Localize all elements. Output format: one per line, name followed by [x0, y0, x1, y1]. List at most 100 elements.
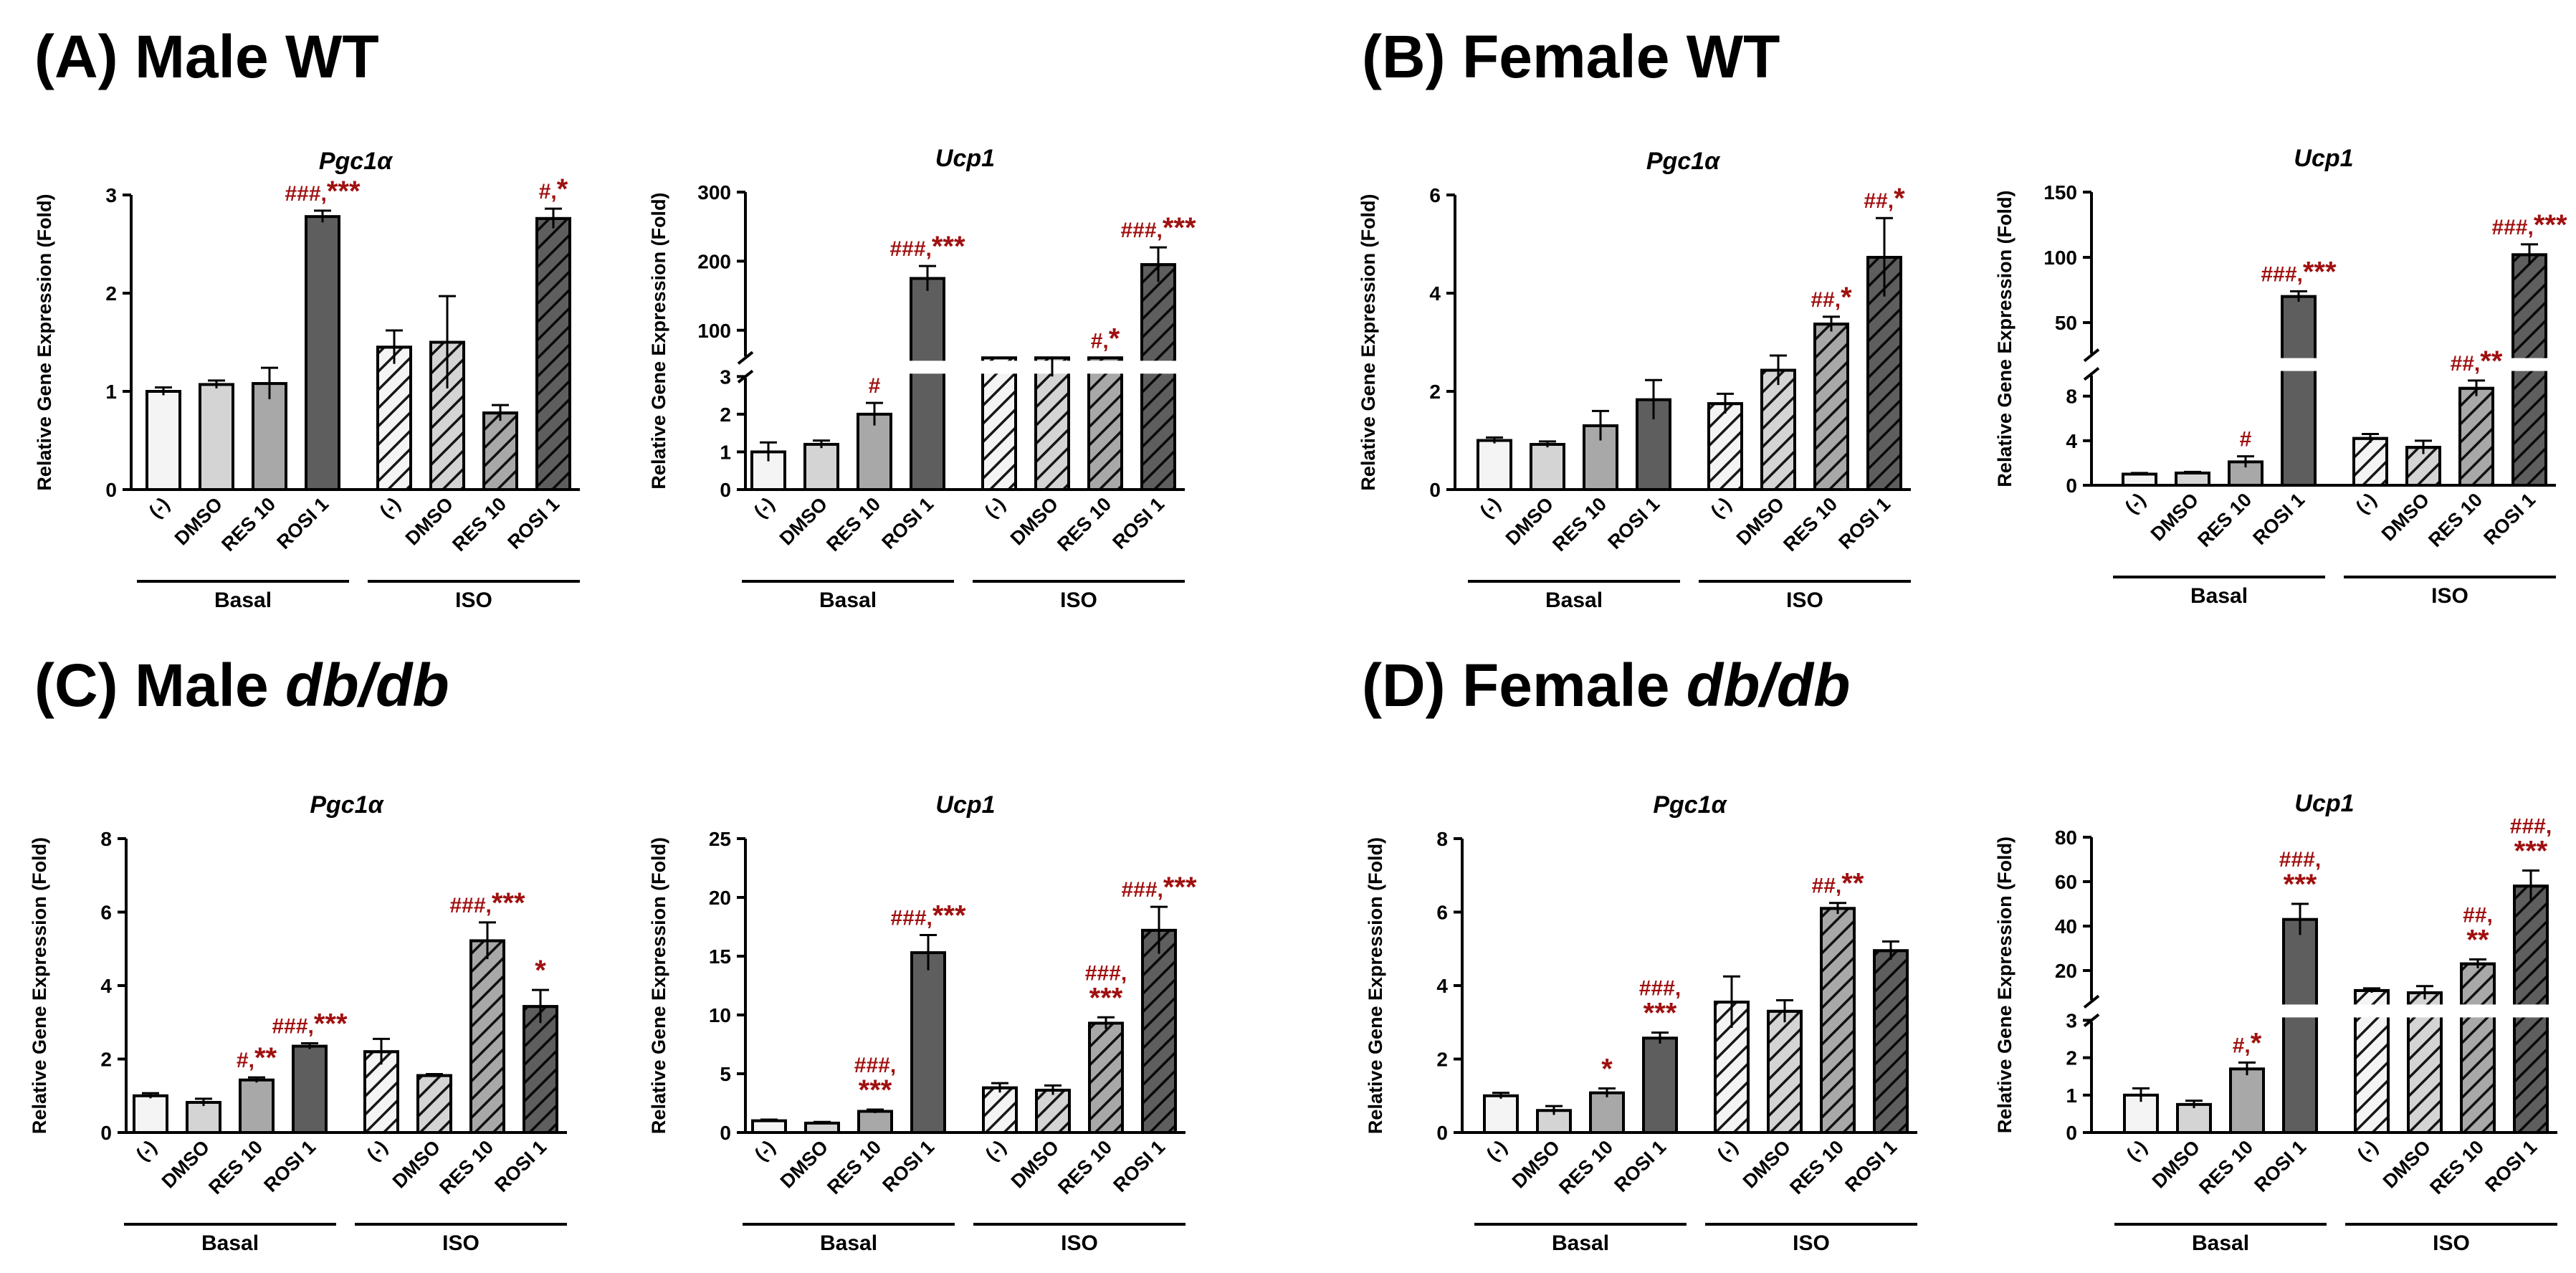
y-axis-label: Relative Gene Expression (Fold) — [1358, 194, 1379, 490]
panel-c-heading: (C) Male db/db — [34, 652, 449, 719]
bar-hatch — [469, 939, 505, 1134]
significance-label: ###,*** — [449, 887, 525, 919]
significance-label: # — [2240, 428, 2252, 452]
bar-hatch — [376, 345, 412, 491]
y-tick-label: 2 — [1436, 1049, 1448, 1071]
category-label: (-) — [376, 493, 404, 522]
chart-4-c: Pgc1α Relative Gene Expression (Fold) 0 2 4 6… — [29, 791, 567, 1255]
bar — [2281, 295, 2317, 487]
axis-break-mark — [2083, 367, 2100, 381]
bar-break-gap — [908, 361, 947, 374]
category-label: ROSI 1 — [2479, 489, 2539, 549]
bar-hatch — [1088, 1021, 1124, 1134]
y-tick-label: 2 — [105, 282, 117, 305]
bar-hatch — [2460, 962, 2496, 1135]
bar-break-gap — [2511, 1004, 2550, 1018]
bar-hatch — [2352, 437, 2388, 487]
y-tick-label: 6 — [1429, 184, 1441, 206]
y-tick-label: 8 — [100, 828, 112, 850]
bar-hatch — [416, 1074, 452, 1134]
category-label: ROSI 1 — [490, 1136, 550, 1196]
category-label: RES 10 — [448, 493, 510, 556]
y-tick-label: 0 — [105, 479, 117, 501]
significance-label: ###, — [2510, 815, 2552, 839]
bar-hatch — [363, 1050, 399, 1134]
category-label: (-) — [132, 1136, 161, 1165]
chart-5-c: Ucp1 Relative Gene Expression (Fold) 0 5 10 1… — [648, 791, 1197, 1255]
chart-0-a: Pgc1α Relative Gene Expression (Fold) 0 1 2 3… — [34, 148, 580, 612]
y-tick-label: 1 — [720, 441, 731, 463]
chart-title: Pgc1α — [1653, 791, 1727, 819]
category-label: (-) — [981, 493, 1009, 522]
group-label: ISO — [1061, 1231, 1098, 1255]
category-label: (-) — [1707, 493, 1735, 522]
significance-label: *** — [859, 1074, 892, 1106]
bar-break-gap — [2279, 358, 2318, 371]
category-label: RES 10 — [2425, 1136, 2488, 1198]
y-tick-label: 4 — [100, 975, 112, 997]
chart-title: Pgc1α — [319, 148, 393, 175]
axis-break-mark — [2083, 348, 2100, 363]
significance-label: *** — [1089, 982, 1123, 1014]
bar — [199, 383, 234, 491]
category-label: ROSI 1 — [2248, 489, 2309, 549]
y-axis-label: Relative Gene Expression (Fold) — [29, 837, 50, 1134]
y-tick-label: 0 — [720, 479, 731, 501]
bar — [1477, 439, 1512, 491]
significance-label: ###, — [2279, 848, 2321, 872]
y-tick-label: 0 — [720, 1122, 731, 1144]
bar-break-gap — [980, 361, 1019, 374]
category-label: (-) — [2122, 1136, 2151, 1165]
significance-label: #,** — [237, 1042, 277, 1074]
y-tick-label: 3 — [720, 366, 731, 388]
category-label: (-) — [2352, 489, 2380, 518]
group-label: ISO — [1060, 588, 1097, 612]
bar — [857, 1110, 893, 1134]
y-tick-label: 8 — [2066, 386, 2077, 408]
significance-label: *** — [2284, 869, 2317, 900]
bar — [804, 1121, 840, 1135]
bar-break-gap — [1139, 361, 1178, 374]
category-label: RES 10 — [1779, 493, 1841, 556]
group-label: Basal — [820, 1231, 877, 1255]
bar-hatch — [982, 1086, 1018, 1135]
bar-hatch — [482, 411, 518, 492]
category-label: ROSI 1 — [1603, 493, 1664, 553]
y-tick-label: 5 — [720, 1063, 731, 1085]
y-tick-label: 1 — [105, 381, 117, 403]
category-label: ROSI 1 — [272, 493, 333, 553]
bar-hatch — [1820, 907, 1856, 1134]
bar-hatch — [1034, 356, 1070, 491]
category-label: ROSI 1 — [878, 1136, 938, 1196]
y-tick-label: 300 — [697, 181, 731, 204]
bar-hatch — [1141, 928, 1177, 1135]
bar — [803, 442, 839, 491]
significance-label: ###, — [1085, 961, 1127, 985]
category-label: RES 10 — [204, 1136, 267, 1198]
significance-label: ###,*** — [285, 176, 361, 207]
bar — [2282, 917, 2318, 1134]
significance-label: ###,*** — [1121, 872, 1197, 903]
y-axis-label: Relative Gene Expression (Fold) — [1365, 837, 1386, 1134]
y-tick-label: 0 — [1436, 1122, 1448, 1144]
group-label: Basal — [819, 588, 877, 612]
chart-title: Ucp1 — [2294, 790, 2354, 817]
category-label: (-) — [2121, 489, 2150, 518]
group-label: Basal — [201, 1231, 259, 1255]
y-axis-label: Relative Gene Expression (Fold) — [1994, 190, 2016, 487]
category-label: RES 10 — [2195, 1136, 2257, 1198]
significance-label: ##,* — [1864, 183, 1905, 214]
category-label: (-) — [145, 493, 173, 522]
y-tick-label: 20 — [709, 887, 731, 909]
category-label: RES 10 — [217, 493, 280, 556]
chart-7-d: Ucp1 Relative Gene Expression (Fold) 0 1 2 3 2… — [1994, 790, 2557, 1255]
group-label: ISO — [1786, 588, 1823, 612]
group-label: Basal — [1545, 588, 1603, 612]
category-label: (-) — [363, 1136, 391, 1165]
y-tick-label: 50 — [2055, 312, 2077, 334]
bar-hatch — [1035, 1088, 1071, 1134]
bar-hatch — [1087, 356, 1123, 491]
y-tick-label: 80 — [2055, 826, 2077, 849]
bar-break-gap — [2281, 1004, 2319, 1018]
category-label: ROSI 1 — [1834, 493, 1894, 553]
